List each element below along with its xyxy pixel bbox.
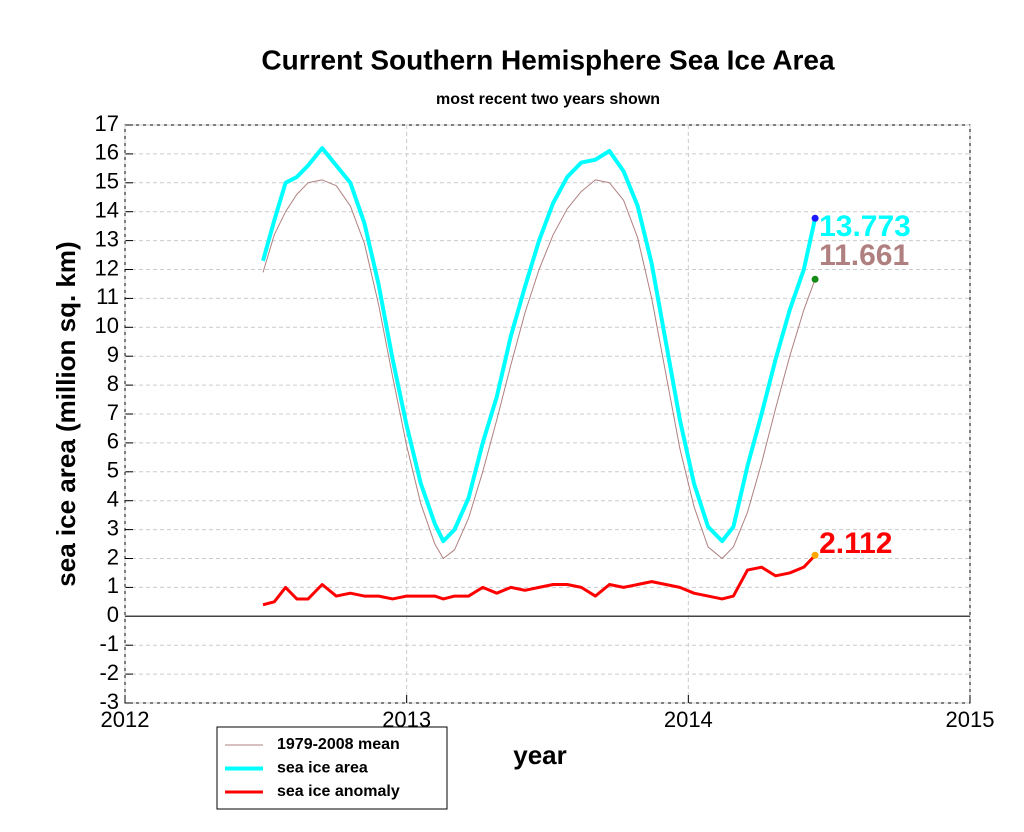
- legend-label: sea ice area: [277, 760, 368, 777]
- end-point: [811, 551, 819, 559]
- x-tick-label: 2015: [946, 707, 995, 732]
- y-tick-label: 3: [107, 515, 119, 540]
- y-tick-label: 6: [107, 429, 119, 454]
- legend-label: sea ice anomaly: [277, 783, 400, 800]
- y-tick-label: 1: [107, 573, 119, 598]
- y-tick-label: 9: [107, 342, 119, 367]
- y-tick-label: 13: [95, 226, 119, 251]
- y-axis-label: sea ice area (million sq. km): [51, 241, 81, 586]
- y-tick-label: -2: [99, 660, 119, 685]
- y-tick-label: 4: [107, 487, 119, 512]
- y-tick-label: 7: [107, 400, 119, 425]
- y-tick-label: 5: [107, 458, 119, 483]
- y-tick-label: 11: [96, 284, 119, 309]
- end-point: [811, 214, 819, 222]
- chart-title: Current Southern Hemisphere Sea Ice Area: [261, 44, 835, 75]
- y-tick-label: 16: [95, 140, 119, 165]
- data-line: [262, 179, 816, 559]
- data-line: [261, 146, 818, 544]
- chart-subtitle: most recent two years shown: [436, 91, 660, 108]
- end-value-label: 13.773: [819, 210, 911, 243]
- end-value-label: 11.661: [819, 239, 909, 272]
- y-tick-label: 12: [95, 255, 119, 280]
- y-tick-label: 17: [95, 111, 119, 136]
- y-tick-label: 15: [95, 169, 119, 194]
- end-value-label: 2.112: [819, 527, 892, 560]
- x-tick-label: 2014: [664, 707, 713, 732]
- x-tick-label: 2012: [101, 707, 150, 732]
- y-tick-label: 14: [95, 198, 119, 223]
- legend-label: 1979-2008 mean: [277, 736, 400, 753]
- y-tick-label: -1: [99, 631, 119, 656]
- y-tick-label: 10: [95, 313, 119, 338]
- x-axis-label: year: [513, 740, 567, 770]
- data-line: [262, 554, 817, 607]
- y-tick-label: -3: [99, 689, 119, 714]
- y-tick-label: 8: [107, 371, 119, 396]
- y-tick-label: 2: [107, 544, 119, 569]
- y-tick-label: 0: [107, 602, 119, 627]
- end-point: [811, 275, 819, 283]
